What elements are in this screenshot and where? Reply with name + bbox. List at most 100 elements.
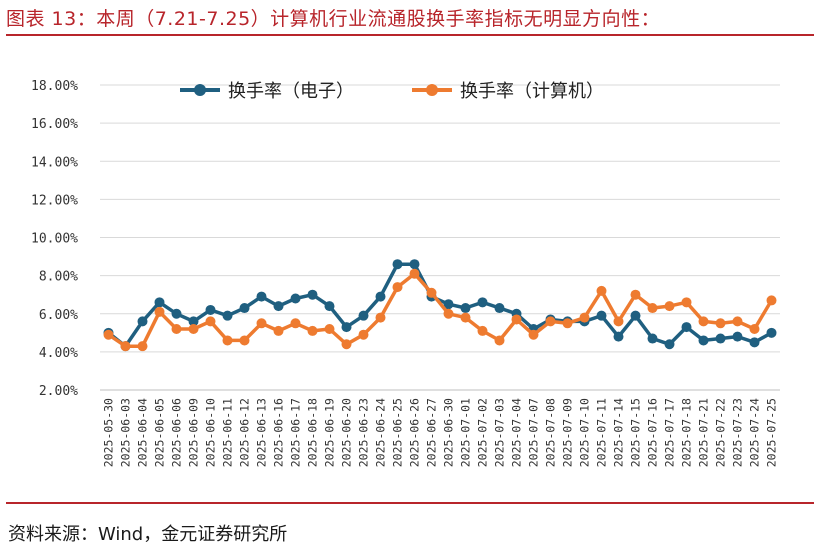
data-point — [290, 293, 301, 304]
data-point — [409, 259, 420, 270]
data-point — [545, 316, 556, 327]
x-tick-label: 2025-06-11 — [221, 398, 235, 467]
data-point — [358, 329, 369, 340]
x-tick-label: 2025-07-23 — [731, 398, 745, 467]
x-tick-label: 2025-06-30 — [442, 398, 456, 467]
x-tick-label: 2025-07-03 — [493, 398, 507, 467]
y-tick-label: 4.00% — [39, 346, 78, 361]
data-point — [154, 306, 165, 317]
data-point — [681, 322, 692, 333]
x-tick-label: 2025-06-13 — [255, 398, 269, 467]
data-point — [239, 303, 250, 314]
x-tick-label: 2025-07-25 — [765, 398, 779, 467]
data-point — [205, 304, 216, 315]
data-point — [698, 335, 709, 346]
data-point — [154, 297, 165, 308]
data-point — [273, 301, 284, 312]
data-point — [188, 324, 199, 334]
x-tick-label: 2025-06-06 — [170, 398, 184, 467]
chart-figure-title: 图表 13：本周（7.21-7.25）计算机行业流通股换手率指标无明显方向性： — [6, 8, 661, 30]
x-tick-label: 2025-06-25 — [391, 398, 405, 467]
data-point — [460, 303, 471, 314]
data-point — [749, 324, 760, 334]
data-point — [596, 310, 607, 321]
x-tick-label: 2025-07-10 — [578, 398, 592, 467]
data-point — [630, 289, 641, 300]
data-point — [443, 299, 454, 310]
x-tick-label: 2025-07-16 — [646, 398, 660, 467]
data-point — [324, 324, 335, 334]
x-tick-label: 2025-06-03 — [119, 398, 133, 467]
data-point — [579, 312, 590, 323]
data-point — [494, 303, 505, 314]
y-tick-label: 2.00% — [39, 384, 78, 399]
x-tick-label: 2025-06-20 — [340, 398, 354, 467]
x-tick-label: 2025-06-04 — [136, 398, 150, 467]
data-point — [256, 291, 267, 302]
data-point — [188, 316, 199, 327]
data-point — [273, 325, 284, 336]
data-point — [324, 301, 335, 312]
x-tick-label: 2025-06-10 — [204, 398, 218, 467]
series-computer — [103, 268, 777, 352]
x-tick-label: 2025-07-08 — [544, 398, 558, 467]
series-lines — [103, 259, 777, 352]
x-tick-label: 2025-07-11 — [595, 398, 609, 467]
series-line — [107, 271, 774, 348]
y-axis-ticks: 2.00% 4.00% 6.00% 8.00% 10.00% 12.00% 14.00% 16… — [31, 79, 78, 399]
title-divider — [6, 34, 814, 36]
data-point — [426, 287, 437, 298]
y-tick-label: 12.00% — [31, 193, 78, 208]
data-point — [307, 325, 318, 336]
data-point — [494, 335, 505, 346]
data-point — [647, 303, 658, 314]
source-note: 资料来源：Wind，金元证券研究所 — [8, 524, 288, 545]
data-point — [630, 310, 641, 321]
data-point — [103, 329, 114, 340]
x-tick-label: 2025-05-30 — [102, 398, 116, 467]
data-point — [375, 312, 386, 323]
x-tick-label: 2025-07-01 — [459, 398, 473, 467]
data-point — [596, 285, 607, 296]
data-point — [562, 318, 573, 329]
x-tick-label: 2025-06-18 — [306, 398, 320, 467]
x-tick-label: 2025-06-26 — [408, 398, 422, 467]
data-point — [375, 291, 386, 302]
data-point — [647, 333, 658, 344]
data-point — [341, 339, 352, 350]
x-tick-label: 2025-07-17 — [663, 398, 677, 467]
data-point — [528, 329, 539, 340]
data-point — [613, 316, 624, 327]
y-tick-label: 8.00% — [39, 270, 78, 285]
x-tick-label: 2025-06-12 — [238, 398, 252, 467]
data-point — [171, 324, 182, 334]
x-tick-label: 2025-07-02 — [476, 398, 490, 467]
y-tick-label: 6.00% — [39, 308, 78, 323]
x-tick-label: 2025-06-23 — [357, 398, 371, 467]
data-point — [171, 308, 182, 319]
data-point — [477, 325, 488, 336]
data-point — [256, 318, 267, 329]
x-tick-label: 2025-07-07 — [527, 398, 541, 467]
y-tick-label: 16.00% — [31, 117, 78, 132]
data-point — [392, 259, 403, 270]
data-point — [392, 282, 403, 293]
data-point — [307, 289, 318, 300]
data-point — [205, 316, 216, 327]
y-tick-label: 14.00% — [31, 155, 78, 170]
data-point — [358, 310, 369, 321]
data-point — [460, 312, 471, 323]
x-tick-label: 2025-07-21 — [697, 398, 711, 467]
data-point — [409, 268, 420, 279]
y-tick-label: 18.00% — [31, 79, 78, 94]
data-point — [749, 337, 760, 348]
data-point — [222, 310, 233, 321]
gridlines — [100, 84, 780, 391]
x-tick-label: 2025-07-24 — [748, 398, 762, 467]
x-tick-label: 2025-07-22 — [714, 398, 728, 467]
data-point — [341, 322, 352, 333]
data-point — [477, 297, 488, 308]
x-tick-label: 2025-06-19 — [323, 398, 337, 467]
x-tick-label: 2025-06-09 — [187, 398, 201, 467]
